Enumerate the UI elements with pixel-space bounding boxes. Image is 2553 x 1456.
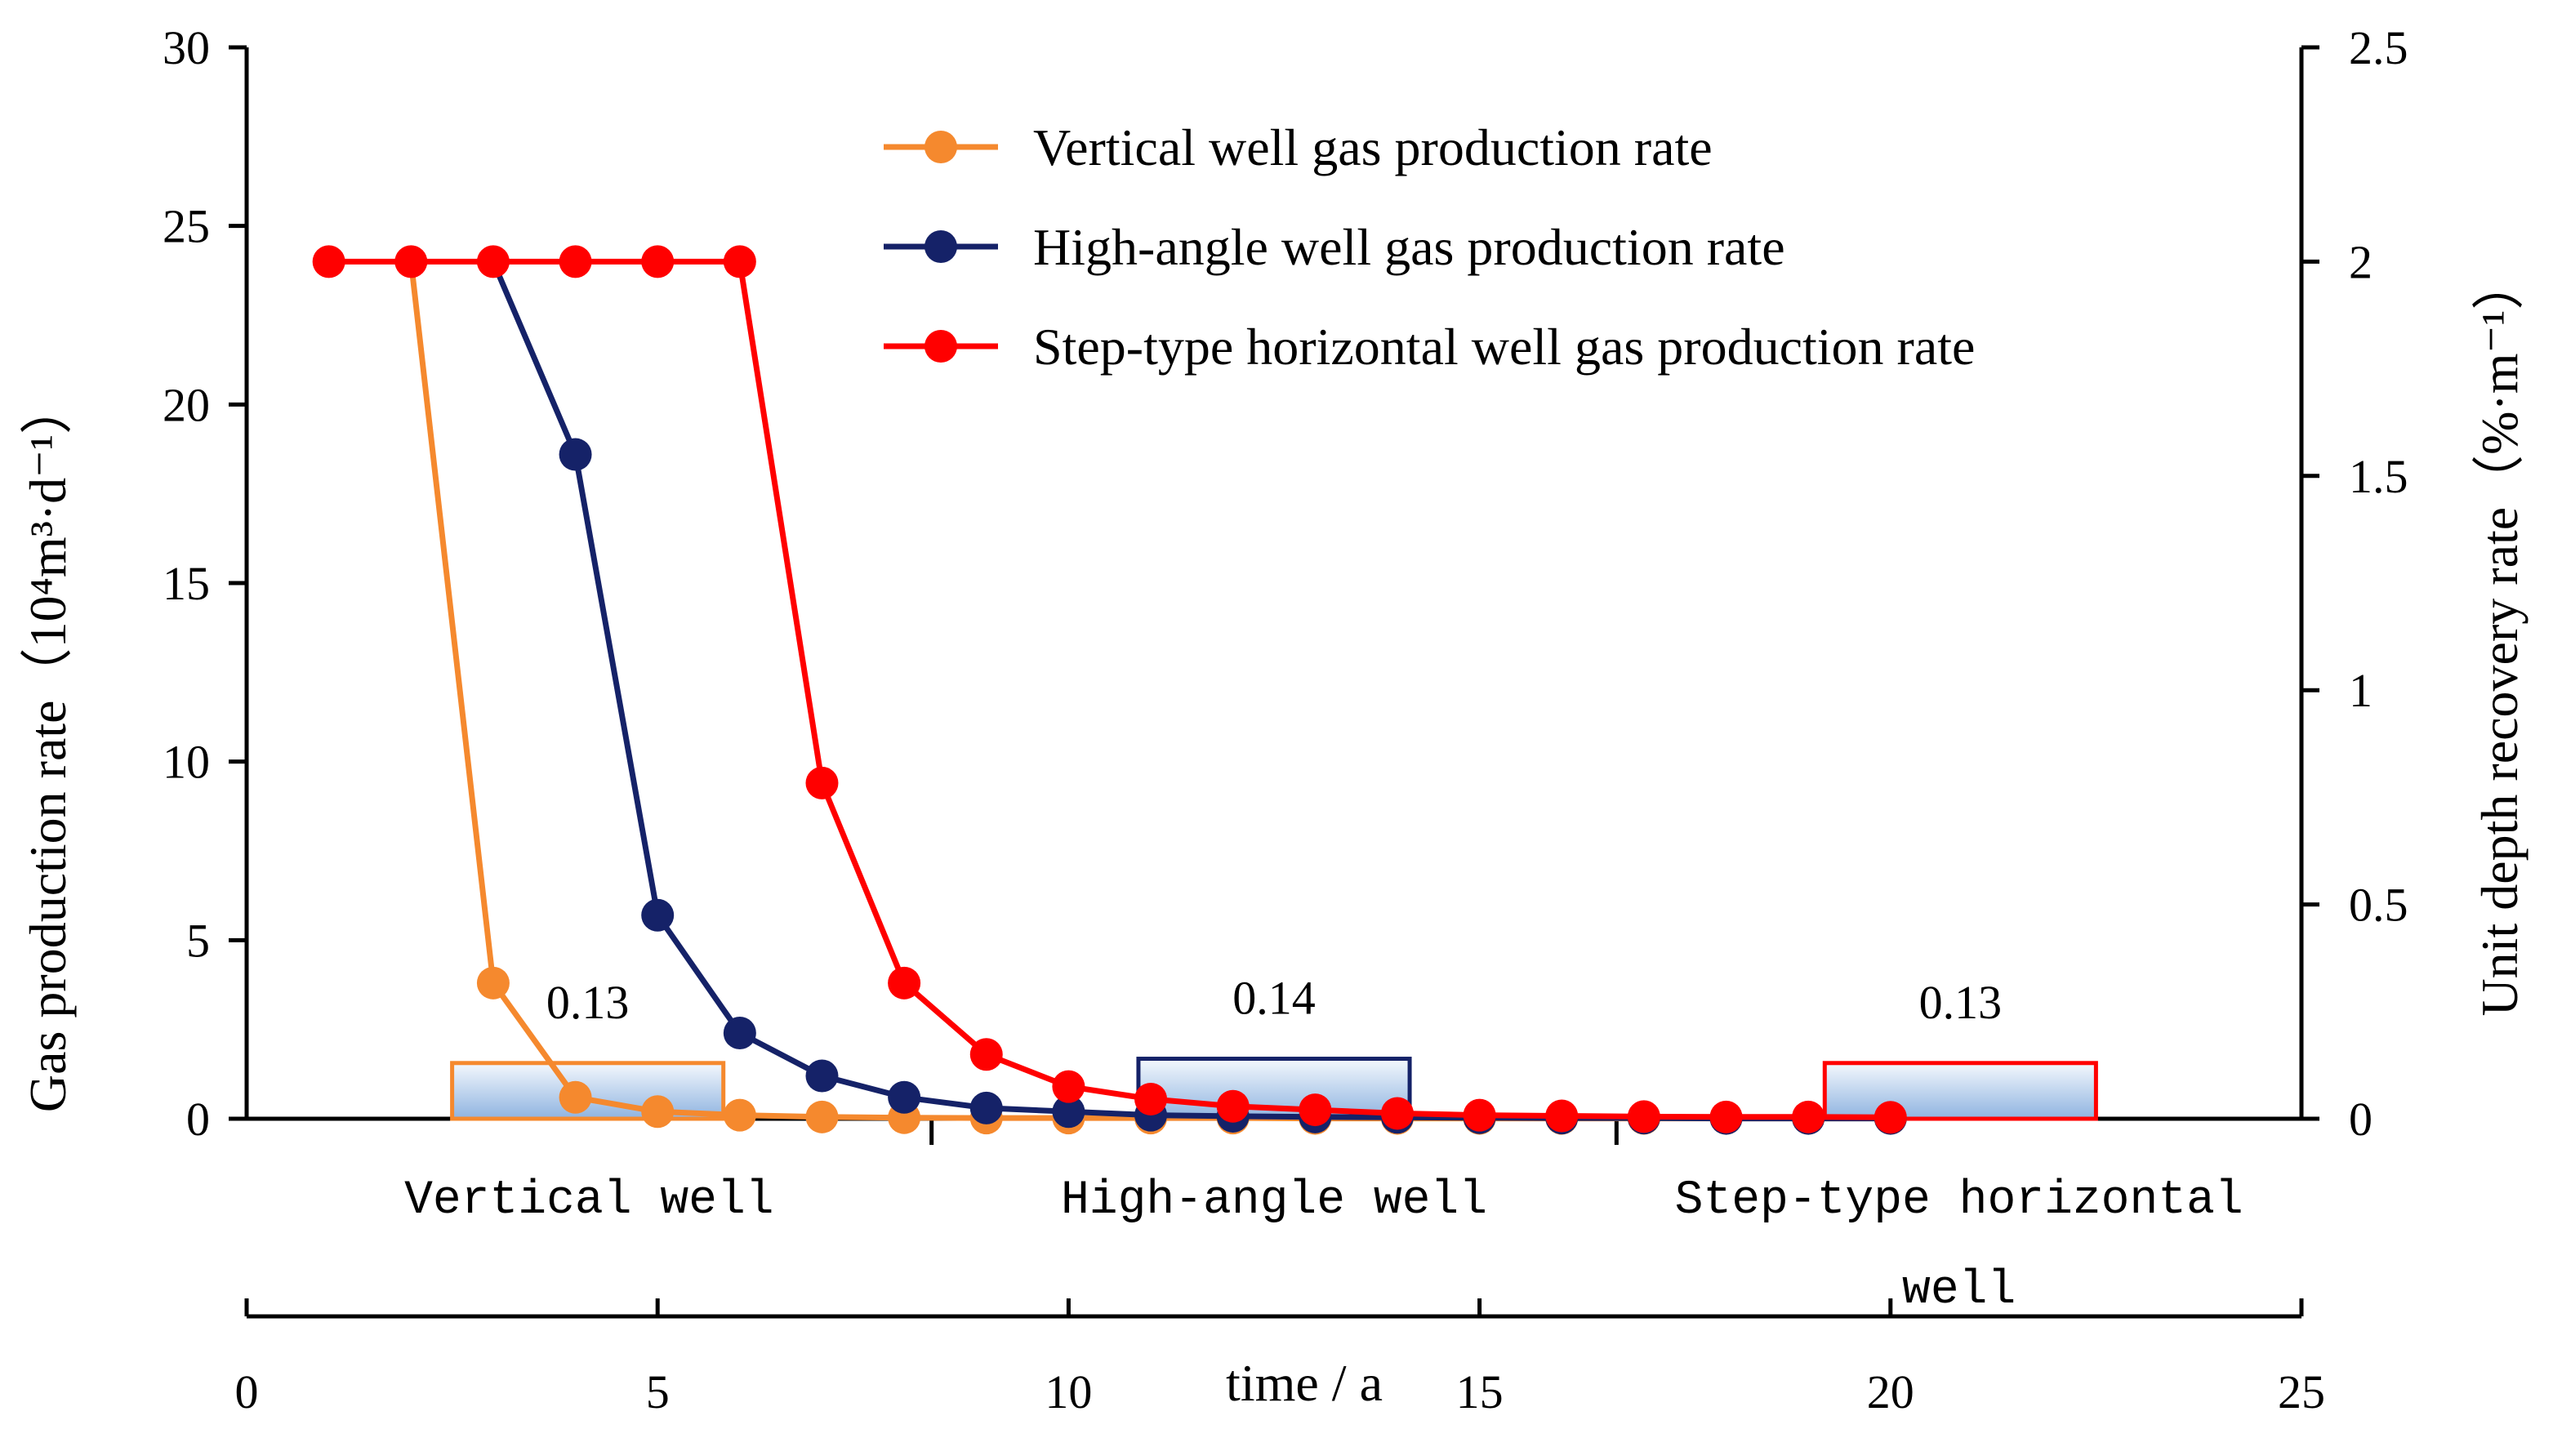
data-point <box>476 966 510 1000</box>
data-point <box>1134 1082 1168 1115</box>
data-point <box>723 1098 756 1132</box>
data-point <box>641 1095 675 1129</box>
data-point <box>559 438 592 471</box>
data-point <box>1463 1098 1496 1132</box>
data-point <box>805 766 839 799</box>
data-point <box>888 1080 921 1114</box>
y-left-tick-label: 30 <box>163 21 210 74</box>
legend-label: Step-type horizontal well gas production… <box>1033 318 1975 376</box>
category-label: Vertical well <box>404 1174 773 1227</box>
x-axis-label: time / a <box>1226 1354 1383 1412</box>
data-point <box>1052 1070 1085 1103</box>
y-right-tick-label: 1 <box>2349 664 2373 717</box>
data-point <box>1627 1100 1660 1133</box>
y-left-tick-label: 0 <box>186 1093 210 1146</box>
data-point <box>1792 1100 1825 1133</box>
recovery-bars: 0.13 0.14 0.13 Vertical well High-angle well… <box>404 972 2243 1317</box>
data-point <box>723 1017 756 1050</box>
y-left-tick-label: 10 <box>163 736 210 789</box>
series-line <box>408 261 1891 1122</box>
category-label: Step-type horizontal well <box>1675 1174 2243 1317</box>
y-axis-right-label: Unit depth recovery rate（%·m⁻¹） <box>2471 257 2528 1016</box>
x-tick-label: 10 <box>1045 1365 1092 1418</box>
data-point <box>559 1080 592 1114</box>
data-point <box>1380 1097 1414 1130</box>
right-axis-ticks: 0 0.5 1 1.5 2 2.5 <box>2301 21 2408 1146</box>
x-tick-label: 25 <box>2278 1365 2325 1418</box>
x-tick-label: 0 <box>235 1365 259 1418</box>
data-point <box>1874 1101 1907 1134</box>
y-left-tick-label: 25 <box>163 200 210 253</box>
data-point <box>559 245 592 278</box>
data-point <box>394 245 428 278</box>
data-point <box>312 245 345 278</box>
data-point <box>1709 1100 1743 1133</box>
bar-value-label: 0.13 <box>1919 976 2003 1029</box>
y-right-tick-label: 1.5 <box>2349 450 2408 503</box>
data-point <box>641 245 675 278</box>
y-axis-left-label: Gas production rate（10⁴m³·d⁻¹） <box>19 382 77 1112</box>
y-left-tick-label: 5 <box>186 914 210 967</box>
legend-label: Vertical well gas production rate <box>1033 118 1713 176</box>
series-lines <box>312 245 1907 1135</box>
legend-label: High-angle well gas production rate <box>1033 218 1785 276</box>
legend-swatch-marker <box>925 230 957 263</box>
bar-value-label: 0.13 <box>546 976 630 1029</box>
data-point <box>888 966 921 1000</box>
legend-swatch-marker <box>925 131 957 163</box>
bar-value-label: 0.14 <box>1232 972 1316 1025</box>
left-axis-ticks: 0 5 10 15 20 25 30 <box>163 21 247 1146</box>
data-point <box>805 1059 839 1093</box>
legend-swatch-marker <box>925 330 957 363</box>
x-tick-label: 15 <box>1456 1365 1504 1418</box>
data-point <box>969 1038 1003 1071</box>
y-right-tick-label: 2.5 <box>2349 21 2408 74</box>
x-tick-label: 20 <box>1867 1365 1914 1418</box>
data-point <box>641 898 675 932</box>
data-point <box>805 1100 839 1133</box>
series-line <box>490 260 1891 1122</box>
data-point <box>1545 1099 1579 1133</box>
data-point <box>723 245 756 278</box>
bottom-axis-ticks: 0 5 10 15 20 25 <box>235 1298 2325 1418</box>
data-point <box>1052 1095 1085 1129</box>
data-point <box>1216 1089 1250 1123</box>
category-label: High-angle well <box>1061 1174 1487 1227</box>
data-point <box>1299 1093 1332 1127</box>
data-point <box>476 245 510 278</box>
legend: Vertical well gas production rate High-an… <box>884 118 1975 376</box>
y-right-tick-label: 0.5 <box>2349 879 2408 932</box>
data-point <box>969 1091 1003 1124</box>
y-right-tick-label: 0 <box>2349 1093 2373 1146</box>
y-right-tick-label: 2 <box>2349 235 2373 288</box>
recovery-bar <box>1822 1061 2098 1121</box>
y-left-tick-label: 20 <box>163 378 210 431</box>
y-left-tick-label: 15 <box>163 557 210 610</box>
x-tick-label: 5 <box>646 1365 670 1418</box>
